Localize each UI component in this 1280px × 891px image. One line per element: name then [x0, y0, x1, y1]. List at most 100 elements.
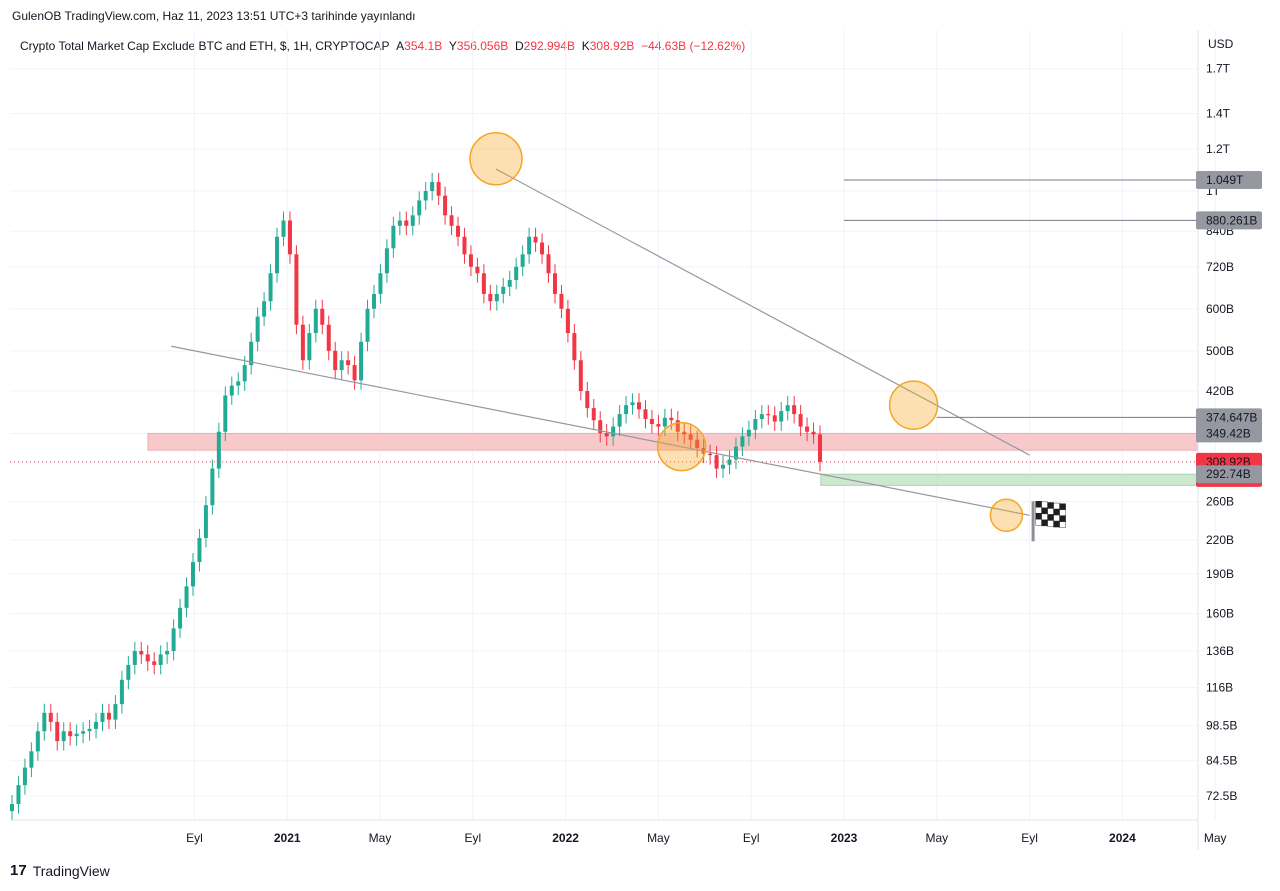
candle-body	[785, 405, 790, 412]
symbol-name[interactable]: Crypto Total Market Cap Exclude BTC and …	[20, 39, 390, 53]
flag-square	[1035, 519, 1042, 526]
candle-body	[255, 316, 260, 342]
candle-body	[798, 414, 803, 427]
price-label-text: 349.42B	[1206, 426, 1251, 440]
candle-body	[572, 333, 577, 361]
footer: 17 TradingView	[10, 862, 110, 879]
brand-name[interactable]: TradingView	[32, 862, 110, 879]
high-value: 356.056B	[456, 39, 509, 53]
candle-body	[417, 200, 422, 216]
published-info: GulenOB TradingView.com, Haz 11, 2023 13…	[12, 9, 416, 23]
candle-body	[740, 436, 745, 447]
candle-body	[22, 767, 27, 786]
candle-body	[481, 273, 486, 294]
time-tick: May	[369, 831, 392, 845]
drawings	[171, 168, 1198, 516]
price-axis[interactable]: 1.7T1.4T1.2T1T840B720B600B500B420B349.42…	[1206, 62, 1251, 803]
candle-body	[262, 301, 267, 317]
symbol-legend: Crypto Total Market Cap Exclude BTC and …	[20, 39, 745, 53]
price-tick: 116B	[1206, 681, 1233, 695]
highlight-circle	[469, 132, 523, 186]
candle-body	[294, 254, 299, 325]
candle-body	[591, 408, 596, 421]
candle-body	[68, 731, 73, 737]
time-tick: 2024	[1109, 831, 1136, 845]
candle-body	[578, 360, 583, 392]
candle-body	[552, 273, 557, 294]
candle-body	[746, 429, 751, 437]
candle-body	[10, 804, 14, 812]
price-label-box	[1196, 408, 1262, 427]
candle-body	[624, 405, 629, 415]
candle-body	[268, 273, 273, 302]
flag-square	[1053, 508, 1060, 516]
candle-body	[119, 679, 124, 705]
candle-body	[113, 704, 118, 720]
price-label-box	[1196, 171, 1262, 190]
open-label: A	[396, 39, 405, 53]
flag-square	[1059, 503, 1066, 510]
candle-body	[346, 360, 351, 366]
candle-body	[488, 293, 493, 302]
candle-body	[727, 459, 732, 465]
candle-body	[675, 420, 680, 432]
candle-body	[540, 242, 545, 255]
price-tick: 500B	[1206, 344, 1234, 358]
candle-body	[333, 350, 338, 371]
price-label-box	[1196, 211, 1262, 230]
tradingview-logo-icon[interactable]: 17	[10, 862, 27, 879]
candle-body	[462, 236, 467, 255]
time-axis[interactable]: Eyl 2021 May Eyl 2022 May Eyl 2023 May Eyl 2024 May…	[186, 831, 1280, 845]
candle-body	[766, 414, 771, 416]
flag-square	[1053, 502, 1060, 510]
candle-body	[494, 293, 499, 302]
candle-body	[29, 751, 34, 768]
axis-currency[interactable]: USD	[1208, 37, 1234, 51]
candle-body	[190, 562, 195, 587]
candle-body	[637, 402, 642, 410]
low-value: 292.994B	[523, 39, 576, 53]
candle-body	[753, 419, 758, 430]
price-tick: 260B	[1206, 495, 1234, 509]
flag-square	[1041, 519, 1048, 527]
time-tick: 2021	[274, 831, 301, 845]
flag-square	[1047, 520, 1054, 527]
time-tick: May	[925, 831, 948, 845]
candle-body	[533, 236, 538, 243]
flag-square	[1041, 513, 1048, 521]
candle-body	[326, 324, 331, 351]
candle-body	[74, 733, 79, 737]
candle-body	[449, 215, 454, 226]
price-label-text: 880.261B	[1206, 213, 1257, 227]
candle-body	[811, 431, 816, 435]
flag-square	[1047, 502, 1054, 509]
price-label-text: 1.049T	[1206, 173, 1244, 187]
candle-body	[152, 661, 157, 665]
time-tick: Eyl	[464, 831, 481, 845]
candle-body	[287, 220, 292, 255]
flag-pole	[1031, 501, 1035, 542]
open-value: 354.1B	[404, 39, 443, 53]
candle-body	[507, 279, 512, 287]
candle-body	[145, 654, 150, 662]
candle-body	[649, 419, 654, 425]
price-tick: 1.7T	[1206, 62, 1231, 76]
candle-body	[216, 431, 221, 469]
candle-body	[281, 220, 286, 237]
candle-body	[35, 731, 40, 752]
candle-body	[611, 426, 616, 437]
candle-body	[772, 415, 777, 422]
candle-body	[430, 181, 435, 192]
price-label-text: 374.647B	[1206, 410, 1257, 424]
time-tick: May	[1204, 831, 1227, 845]
price-tick: 136B	[1206, 644, 1234, 658]
change-value: −44.63B (−12.62%)	[641, 39, 746, 53]
candle-body	[598, 420, 603, 434]
candle-body	[818, 434, 822, 462]
flag-square	[1041, 507, 1048, 515]
highlight-circle	[888, 380, 939, 430]
candle-body	[391, 225, 396, 249]
trendline	[495, 168, 1030, 456]
trendline	[171, 345, 1030, 516]
